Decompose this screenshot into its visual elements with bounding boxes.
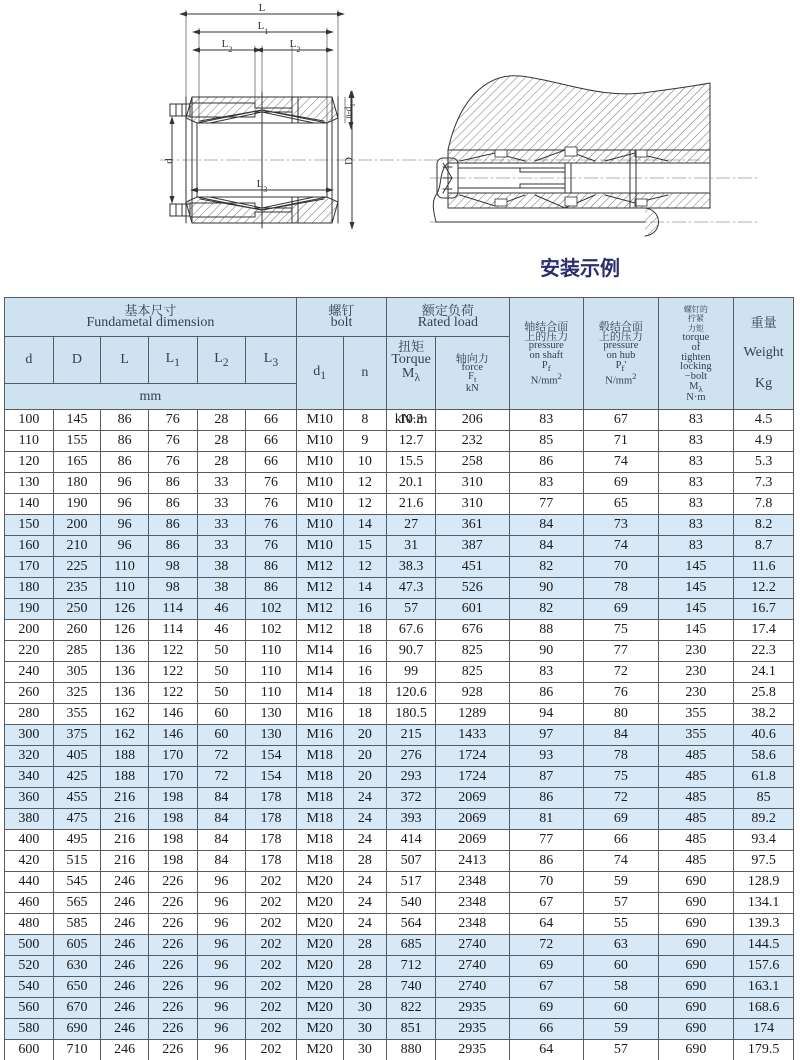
svg-text:L: L <box>259 2 266 14</box>
svg-text:L2: L2 <box>290 38 301 54</box>
svg-text:L1: L1 <box>258 20 269 36</box>
svg-text:安装示例: 安装示例 <box>540 256 620 280</box>
svg-text:d: d <box>163 158 175 164</box>
svg-text:D: D <box>343 157 355 165</box>
svg-text:L2: L2 <box>222 38 233 54</box>
